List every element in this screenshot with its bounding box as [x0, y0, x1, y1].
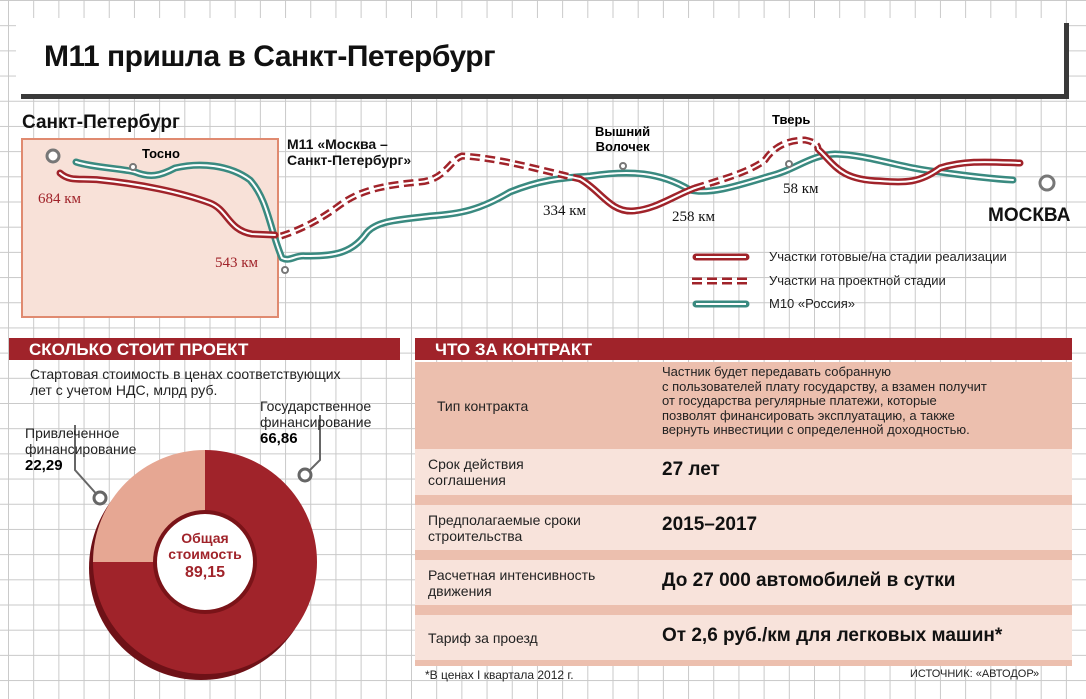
km-543: 543 км [215, 255, 259, 271]
page-title: М11 пришла в Санкт-Петербург [44, 40, 496, 73]
km543-marker [281, 266, 289, 274]
donut-slice [93, 450, 317, 674]
row-value: 27 лет [662, 459, 720, 480]
contract-row-term: Срок действия соглашения 27 лет [415, 449, 1072, 495]
city-start-label: Санкт-Петербург [22, 112, 180, 133]
city-end-label: МОСКВА [988, 205, 1071, 226]
legend-project: Участки на проектной стадии [769, 273, 946, 288]
m11-ready-sections [56, 145, 1024, 239]
donut-chart [74, 415, 321, 680]
state-funding-value: 66,86 [260, 430, 298, 447]
title-box [16, 18, 1064, 94]
row-label: Расчетная интенсивность движения [428, 567, 596, 599]
footnote: *В ценах I квартала 2012 г. [425, 668, 574, 682]
row-value: Частник будет передавать собранную с пол… [662, 364, 987, 437]
row-label: Тип контракта [437, 398, 529, 414]
callout-marker [297, 467, 313, 483]
row-value: До 27 000 автомобилей в сутки [662, 570, 956, 591]
row-divider [415, 495, 1072, 505]
km-334: 334 км [543, 203, 587, 219]
row-label: Срок действия соглашения [428, 456, 524, 488]
callout-line [74, 425, 101, 499]
spb-city-marker [45, 148, 61, 164]
km-58: 58 км [783, 181, 819, 197]
donut-center-label: Общая стоимость [168, 530, 242, 562]
source: ИСТОЧНИК: «АВТОДОР» [910, 668, 1040, 680]
donut-slice [93, 450, 205, 563]
legend-m10: М10 «Россия» [769, 296, 855, 311]
callout-marker [92, 490, 108, 506]
town-tosno: Тосно [142, 146, 180, 161]
route-label: М11 «Москва – Санкт-Петербург» [287, 136, 412, 168]
legend [692, 253, 750, 308]
town-vyshny-volochek: Вышний Волочек [595, 124, 651, 154]
row-label: Тариф за проезд [428, 630, 538, 646]
tosno-marker [129, 163, 137, 171]
km-258: 258 км [672, 209, 716, 225]
donut-hole [153, 510, 257, 614]
cost-header: СКОЛЬКО СТОИТ ПРОЕКТ [9, 338, 400, 360]
route-map [45, 136, 1056, 308]
row-divider [415, 550, 1072, 560]
m11-project-sections [279, 136, 822, 240]
row-value: 2015–2017 [662, 514, 758, 535]
private-funding-label: Привлеченное финансирование [25, 425, 137, 457]
cost-subtitle: Стартовая стоимость в ценах соответствую… [30, 366, 341, 398]
state-funding-label: Государственное финансирование [260, 398, 372, 430]
contract-row-type: Тип контракта Частник будет передавать с… [415, 362, 1072, 449]
contract-row-construction: Предполагаемые сроки строительства 2015–… [415, 505, 1072, 550]
contract-row-tariff: Тариф за проезд От 2,6 руб./км для легко… [415, 615, 1072, 660]
row-label: Предполагаемые сроки строительства [428, 512, 581, 544]
vyshny-volochek-marker [619, 162, 627, 170]
tver-marker [785, 160, 793, 168]
private-funding-value: 22,29 [25, 457, 63, 474]
donut-center-value: 89,15 [184, 564, 226, 581]
km-684: 684 км [38, 191, 82, 207]
town-tver: Тверь [772, 112, 811, 127]
row-divider [415, 605, 1072, 615]
contract-header: ЧТО ЗА КОНТРАКТ [415, 338, 1072, 360]
contract-row-traffic: Расчетная интенсивность движения До 27 0… [415, 560, 1072, 605]
row-divider [415, 660, 1072, 666]
row-value: От 2,6 руб./км для легковых машин* [662, 625, 1003, 646]
moscow-marker [1038, 174, 1056, 192]
legend-ready: Участки готовые/на стадии реализации [769, 249, 1007, 264]
